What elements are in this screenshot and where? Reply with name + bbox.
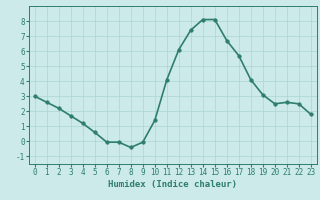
X-axis label: Humidex (Indice chaleur): Humidex (Indice chaleur): [108, 180, 237, 189]
